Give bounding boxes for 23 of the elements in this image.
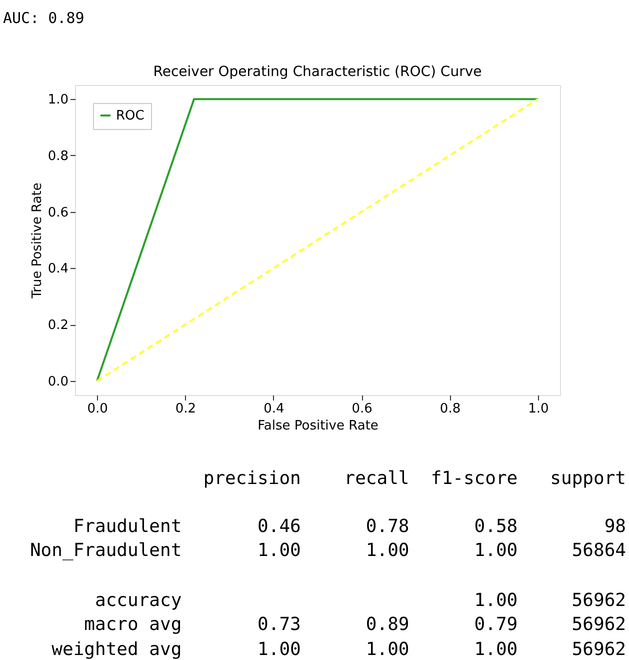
chart-title: Receiver Operating Characteristic (ROC) Curve: [153, 64, 482, 80]
y-axis-title: True Positive Rate: [30, 182, 45, 300]
text: precision recall f1-score support: [203, 468, 626, 489]
y-tick-label: 0.4: [48, 262, 68, 277]
x-tick-label: 0.4: [264, 402, 284, 416]
text: macro avg 0.73 0.89 0.79 56962: [84, 614, 626, 635]
x-axis-title: False Positive Rate: [258, 418, 378, 434]
text: weighted avg 1.00 1.00 1.00 56962: [52, 639, 626, 660]
x-tick-label: 0.6: [352, 402, 372, 416]
x-tick-label: 0.2: [175, 402, 196, 416]
y-tick-label: 0.8: [48, 148, 68, 164]
text: AUC: 0.89: [3, 9, 84, 27]
y-tick-label: 0.0: [48, 374, 68, 390]
x-tick-label: 0.0: [87, 402, 108, 416]
text: Non_Fraudulent 1.00 1.00 1.00 56864: [30, 540, 626, 561]
x-tick-label: 1.0: [528, 402, 549, 416]
legend-label: ROC: [116, 108, 144, 124]
text: accuracy 1.00 56962: [94, 590, 626, 611]
y-tick-label: 1.0: [48, 92, 68, 108]
text: Fraudulent 0.46 0.78 0.58 98: [73, 516, 626, 537]
y-tick-label: 0.6: [48, 205, 68, 220]
x-tick-label: 0.8: [440, 402, 461, 416]
y-tick-label: 0.2: [48, 318, 68, 334]
